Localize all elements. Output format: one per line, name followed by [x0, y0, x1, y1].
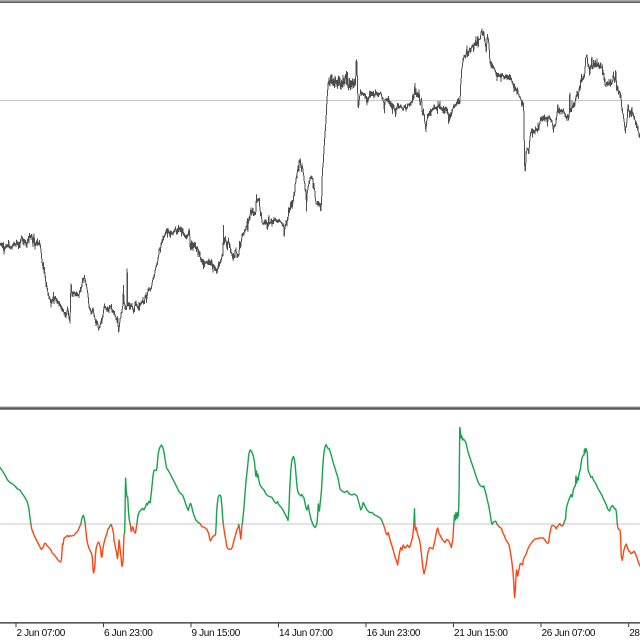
svg-text:16 Jun 23:00: 16 Jun 23:00 — [367, 628, 421, 639]
svg-text:28 Jun 23:00: 28 Jun 23:00 — [629, 628, 640, 639]
svg-text:26 Jun 07:00: 26 Jun 07:00 — [542, 628, 596, 639]
svg-text:21 Jun 15:00: 21 Jun 15:00 — [454, 628, 508, 639]
svg-text:2 Jun 07:00: 2 Jun 07:00 — [17, 628, 66, 639]
svg-text:6 Jun 23:00: 6 Jun 23:00 — [104, 628, 153, 639]
svg-text:14 Jun 07:00: 14 Jun 07:00 — [279, 628, 333, 639]
svg-text:9 Jun 15:00: 9 Jun 15:00 — [192, 628, 241, 639]
